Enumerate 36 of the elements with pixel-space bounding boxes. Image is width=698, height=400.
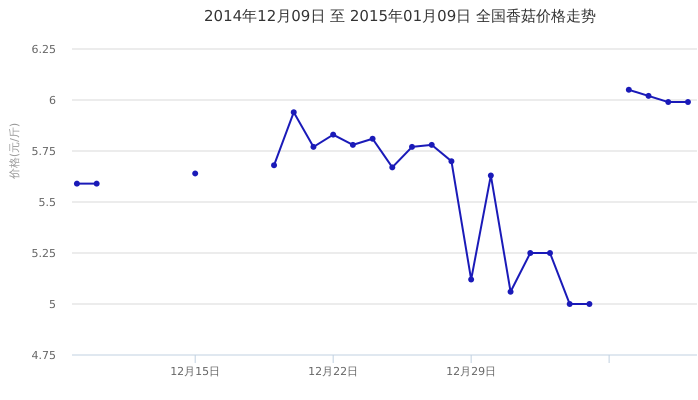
y-tick-label: 5.25	[32, 247, 56, 260]
x-tick-label: 12月15日	[170, 365, 220, 378]
point	[370, 136, 376, 142]
point	[468, 276, 474, 283]
x-tick-label: 12月29日	[446, 365, 496, 378]
x-tick-label: 12月22日	[308, 365, 358, 378]
y-tick-label: 5	[49, 298, 56, 311]
chart-title: 2014年12月09日 至 2015年01月09日 全国香菇价格走势	[204, 7, 596, 25]
point	[665, 99, 672, 106]
point	[527, 250, 534, 256]
point	[684, 99, 691, 106]
point	[74, 180, 80, 187]
point	[350, 142, 356, 148]
y-tick-label: 5.5	[38, 196, 56, 209]
y-tick-label: 4.75	[32, 349, 56, 362]
y-axis-title: 价格(元/斤)	[8, 122, 21, 180]
point	[428, 142, 435, 148]
point	[271, 162, 278, 168]
point	[566, 301, 573, 307]
point	[448, 158, 454, 164]
point	[409, 144, 416, 150]
point	[330, 132, 336, 138]
point	[508, 288, 514, 295]
point	[626, 86, 632, 93]
point	[310, 144, 316, 150]
point	[646, 92, 652, 99]
y-tick-label: 6.25	[32, 43, 56, 56]
point	[586, 301, 592, 307]
point	[389, 164, 396, 170]
point	[192, 170, 198, 176]
point	[290, 109, 297, 116]
y-tick-label: 5.75	[32, 145, 56, 158]
point	[488, 172, 494, 178]
point	[94, 180, 100, 187]
point	[546, 250, 553, 256]
y-tick-label: 6	[49, 94, 56, 107]
